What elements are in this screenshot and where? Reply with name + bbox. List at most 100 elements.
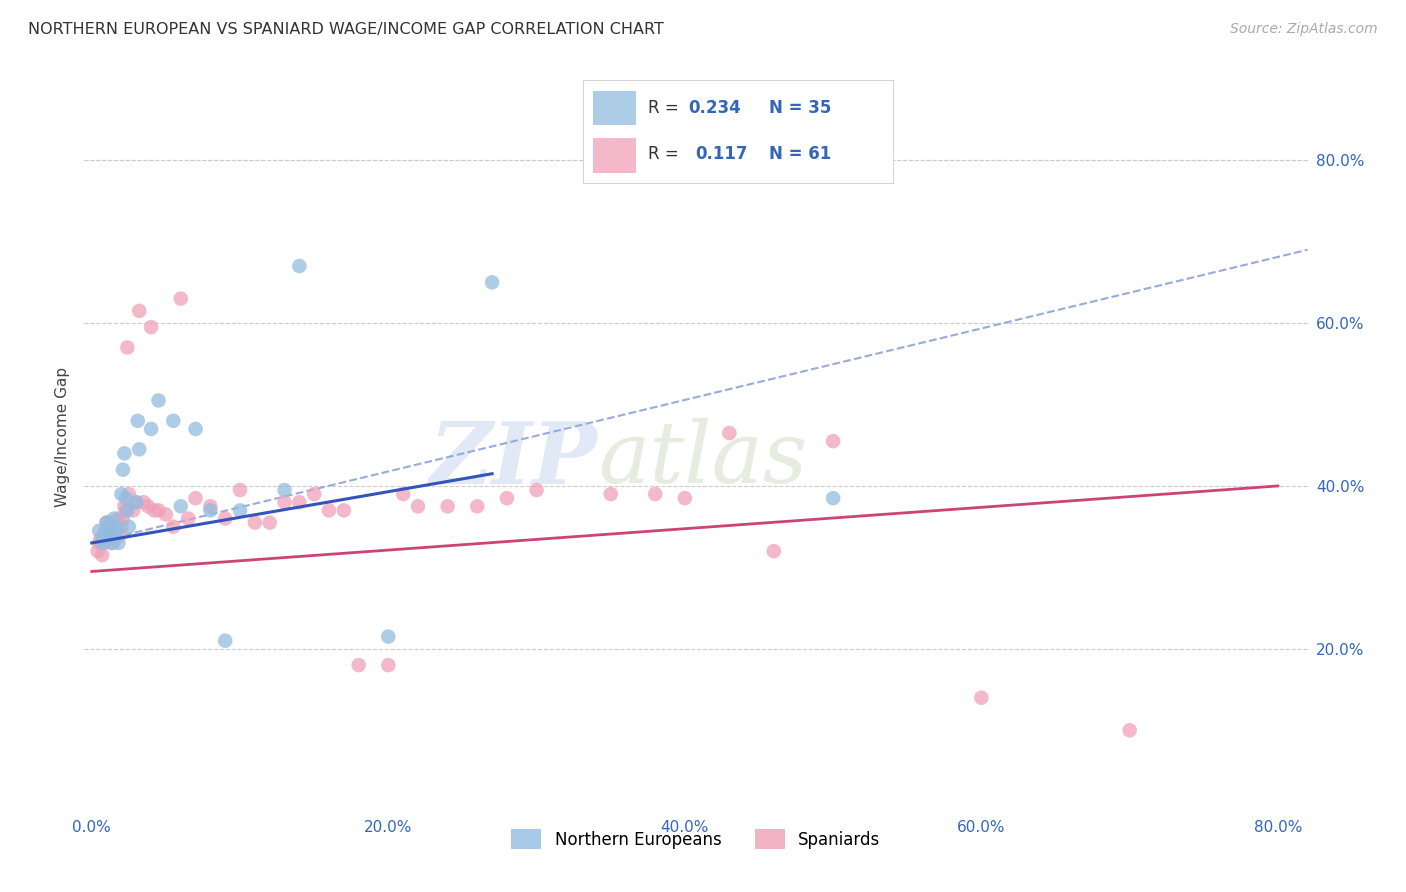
Point xyxy=(94,524,117,538)
Point xyxy=(89,536,111,550)
Point xyxy=(599,487,621,501)
Point xyxy=(125,495,148,509)
Point xyxy=(762,544,785,558)
Point xyxy=(91,536,114,550)
Point xyxy=(347,658,370,673)
Point xyxy=(214,633,236,648)
Text: R =: R = xyxy=(648,99,685,117)
Point xyxy=(184,491,207,505)
Point xyxy=(148,393,170,408)
Text: NORTHERN EUROPEAN VS SPANIARD WAGE/INCOME GAP CORRELATION CHART: NORTHERN EUROPEAN VS SPANIARD WAGE/INCOM… xyxy=(28,22,664,37)
Text: R =: R = xyxy=(648,145,690,163)
Point xyxy=(100,528,122,542)
Point xyxy=(970,690,993,705)
Point xyxy=(170,500,193,514)
Text: 0.234: 0.234 xyxy=(689,99,741,117)
Point xyxy=(104,519,127,533)
Point xyxy=(1118,723,1140,738)
Point xyxy=(91,548,114,562)
Point xyxy=(112,500,135,514)
Point xyxy=(273,483,295,497)
Text: 0.117: 0.117 xyxy=(695,145,748,163)
Point xyxy=(644,487,666,501)
Point xyxy=(107,536,129,550)
Point xyxy=(93,528,115,542)
Point xyxy=(105,524,128,538)
Point xyxy=(377,630,399,644)
Point xyxy=(105,524,128,538)
Point xyxy=(718,425,741,440)
Point xyxy=(98,528,121,542)
Point xyxy=(94,532,117,546)
Point xyxy=(243,516,266,530)
Point xyxy=(117,341,139,355)
Point xyxy=(333,503,356,517)
Point xyxy=(465,500,488,514)
Point xyxy=(125,495,148,509)
Point xyxy=(436,500,458,514)
Point xyxy=(101,524,124,538)
Point xyxy=(139,422,162,436)
Point xyxy=(128,442,150,457)
Text: Source: ZipAtlas.com: Source: ZipAtlas.com xyxy=(1230,22,1378,37)
Point xyxy=(118,487,141,501)
Text: N = 35: N = 35 xyxy=(769,99,831,117)
Point xyxy=(127,414,149,428)
Point xyxy=(392,487,415,501)
Point xyxy=(139,320,162,334)
Point xyxy=(104,532,127,546)
Point xyxy=(377,658,399,673)
Point xyxy=(103,511,125,525)
Point xyxy=(823,434,845,449)
Point xyxy=(101,536,124,550)
Point xyxy=(259,516,281,530)
Point xyxy=(162,519,184,533)
Point xyxy=(526,483,548,497)
Point xyxy=(273,495,295,509)
Point xyxy=(170,292,193,306)
Bar xyxy=(593,137,636,173)
Point xyxy=(162,414,184,428)
Point xyxy=(117,503,139,517)
Point xyxy=(318,503,340,517)
Point xyxy=(288,259,311,273)
Point xyxy=(302,487,325,501)
Point xyxy=(229,483,252,497)
Point xyxy=(111,511,134,525)
Point xyxy=(97,532,120,546)
Point xyxy=(288,495,311,509)
Point xyxy=(110,487,132,501)
Point xyxy=(118,519,141,533)
Point xyxy=(98,516,121,530)
Point xyxy=(200,503,222,517)
Point xyxy=(214,511,236,525)
Point xyxy=(128,303,150,318)
Point xyxy=(132,495,155,509)
Point xyxy=(110,519,132,533)
Point xyxy=(100,536,122,550)
Point xyxy=(406,500,429,514)
Point xyxy=(229,503,252,517)
Point xyxy=(112,446,135,460)
Point xyxy=(200,500,222,514)
Point xyxy=(184,422,207,436)
Text: N = 61: N = 61 xyxy=(769,145,831,163)
Text: ZIP: ZIP xyxy=(430,417,598,501)
Point xyxy=(103,519,125,533)
Point xyxy=(481,276,503,290)
Point xyxy=(96,516,118,530)
Point xyxy=(496,491,519,505)
Point xyxy=(97,519,120,533)
Point xyxy=(96,516,118,530)
Point xyxy=(89,524,111,538)
Point xyxy=(107,511,129,525)
Point xyxy=(136,500,159,514)
Point xyxy=(90,532,112,546)
Point xyxy=(111,463,134,477)
Y-axis label: Wage/Income Gap: Wage/Income Gap xyxy=(55,367,70,508)
Point xyxy=(122,503,145,517)
Point xyxy=(93,536,115,550)
Legend: Northern Europeans, Spaniards: Northern Europeans, Spaniards xyxy=(505,822,887,855)
Point xyxy=(148,503,170,517)
Text: atlas: atlas xyxy=(598,418,807,501)
